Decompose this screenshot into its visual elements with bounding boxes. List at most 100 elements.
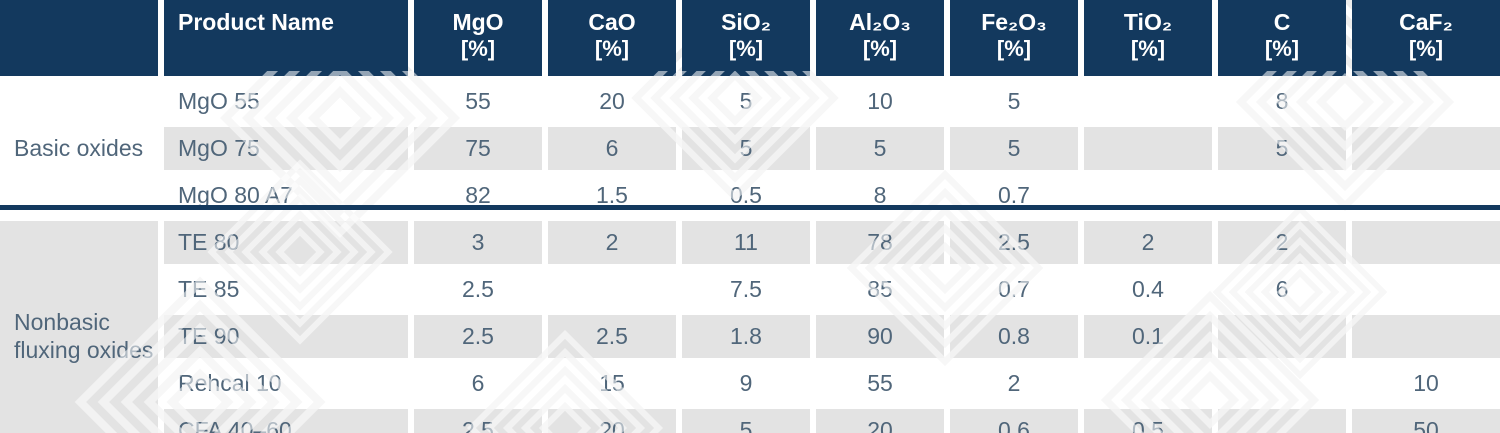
value-cell: 90 xyxy=(816,315,944,358)
value-cell: 20 xyxy=(599,88,625,114)
column-header-unit: [%] xyxy=(1264,36,1300,62)
column-header-caf2: CaF₂ [%] xyxy=(1352,0,1500,76)
value-cell xyxy=(1352,174,1500,217)
table-row: MgO 75 75 6 5 5 5 5 xyxy=(0,127,1500,170)
column-header-product-name: Product Name xyxy=(164,0,408,76)
column-header-unit: [%] xyxy=(728,36,764,62)
value-cell xyxy=(1084,127,1212,170)
section-divider xyxy=(0,205,1500,210)
column-header-label: Product Name xyxy=(178,9,334,35)
value-cell: 50 xyxy=(1352,409,1500,433)
value-cell: 5 xyxy=(950,127,1078,170)
column-header-c: C [%] xyxy=(1218,0,1346,76)
value-cell: 0.7 xyxy=(998,276,1030,302)
row-group-label: Basic oxides xyxy=(14,134,144,161)
product-name-cell: CFA 40–60 xyxy=(164,409,408,433)
column-header-mgo: MgO [%] xyxy=(414,0,542,76)
column-header-cao: CaO [%] xyxy=(548,0,676,76)
table-body: Basic oxides MgO 55 55 20 5 10 5 8 MgO 75 75 6 5 5 5 5… xyxy=(0,80,1500,433)
value-cell: 1.5 xyxy=(596,182,628,208)
value-cell: 20 xyxy=(816,409,944,433)
value-cell: 11 xyxy=(682,221,810,264)
table-header: Product Name MgO [%] CaO [%] SiO₂ [%] Al… xyxy=(0,0,1500,76)
value-cell: 78 xyxy=(816,221,944,264)
value-cell: 2.5 xyxy=(548,315,676,358)
value-cell: 2 xyxy=(548,221,676,264)
value-cell: 55 xyxy=(465,88,491,114)
product-name-cell: TE 85 xyxy=(178,276,240,302)
column-header-formula: TiO₂ xyxy=(1123,9,1173,35)
product-name-cell: TE 90 xyxy=(164,315,408,358)
value-cell: 75 xyxy=(414,127,542,170)
value-cell: 10 xyxy=(867,88,893,114)
column-header-formula: MgO xyxy=(452,9,504,35)
product-name-cell: Rehcal 10 xyxy=(178,370,282,396)
value-cell: 5 xyxy=(682,409,810,433)
column-header-al2o3: Al₂O₃ [%] xyxy=(816,0,944,76)
value-cell: 0.1 xyxy=(1084,315,1212,358)
product-name-cell: MgO 80 A7 xyxy=(178,182,294,208)
value-cell: 6 xyxy=(1275,276,1289,302)
column-header-formula: CaF₂ xyxy=(1399,9,1453,35)
value-cell: 6 xyxy=(471,370,485,396)
table-row: TE 90 2.5 2.5 1.8 90 0.8 0.1 xyxy=(0,315,1500,358)
column-header-formula: CaO xyxy=(588,9,636,35)
value-cell: 7.5 xyxy=(730,276,762,302)
value-cell: 2.5 xyxy=(414,315,542,358)
value-cell xyxy=(1352,80,1500,123)
column-header-tio2: TiO₂ [%] xyxy=(1084,0,1212,76)
table-row: MgO 80 A7 82 1.5 0.5 8 0.7 xyxy=(0,174,1500,217)
value-cell xyxy=(1218,174,1346,217)
product-name-cell: MgO 75 xyxy=(164,127,408,170)
column-header-unit: [%] xyxy=(862,36,898,62)
column-header-formula: SiO₂ xyxy=(721,9,771,35)
value-cell: 2 xyxy=(1218,221,1346,264)
table-row: Rehcal 10 6 15 9 55 2 10 xyxy=(0,362,1500,405)
value-cell: 1.8 xyxy=(682,315,810,358)
product-name-cell: TE 80 xyxy=(164,221,408,264)
value-cell: 8 xyxy=(1275,88,1289,114)
column-header-fe2o3: Fe₂O₃ [%] xyxy=(950,0,1078,76)
row-group-label: Nonbasic fluxing oxides xyxy=(0,221,158,433)
value-cell: 6 xyxy=(548,127,676,170)
column-header-formula: Al₂O₃ xyxy=(849,9,911,35)
value-cell xyxy=(1218,362,1346,405)
value-cell xyxy=(1218,315,1346,358)
value-cell xyxy=(1352,268,1500,311)
column-header-formula: Fe₂O₃ xyxy=(981,9,1047,35)
corner-header-cell xyxy=(0,0,158,76)
value-cell xyxy=(1084,362,1212,405)
value-cell xyxy=(548,268,676,311)
value-cell: 0.6 xyxy=(950,409,1078,433)
column-header-unit: [%] xyxy=(594,36,630,62)
value-cell: 5 xyxy=(1218,127,1346,170)
value-cell xyxy=(1352,315,1500,358)
value-cell: 8 xyxy=(873,182,887,208)
value-cell: 5 xyxy=(816,127,944,170)
table-row: Basic oxides MgO 55 55 20 5 10 5 8 xyxy=(0,80,1500,161)
table-row: CFA 40–60 2.5 20 5 20 0.6 0.5 50 xyxy=(0,409,1500,433)
value-cell: 5 xyxy=(739,88,753,114)
value-cell: 2.5 xyxy=(950,221,1078,264)
value-cell: 2 xyxy=(1084,221,1212,264)
value-cell: 0.7 xyxy=(998,182,1030,208)
value-cell: 85 xyxy=(867,276,893,302)
table-row: Nonbasic fluxing oxides TE 80 3 2 11 78 2.5 2 2 xyxy=(0,221,1500,433)
column-header-unit: [%] xyxy=(1408,36,1444,62)
product-name-cell: MgO 55 xyxy=(178,88,260,114)
column-header-sio2: SiO₂ [%] xyxy=(682,0,810,76)
value-cell xyxy=(1352,221,1500,264)
column-header-unit: [%] xyxy=(460,36,496,62)
column-header-unit: [%] xyxy=(996,36,1032,62)
value-cell xyxy=(1352,127,1500,170)
column-header-unit: [%] xyxy=(1130,36,1166,62)
value-cell: 2.5 xyxy=(414,409,542,433)
value-cell: 2.5 xyxy=(462,276,494,302)
value-cell: 5 xyxy=(1007,88,1021,114)
value-cell xyxy=(1218,409,1346,433)
value-cell: 10 xyxy=(1413,370,1439,396)
value-cell: 5 xyxy=(682,127,810,170)
table-row: TE 85 2.5 7.5 85 0.7 0.4 6 xyxy=(0,268,1500,311)
value-cell: 0.5 xyxy=(1084,409,1212,433)
